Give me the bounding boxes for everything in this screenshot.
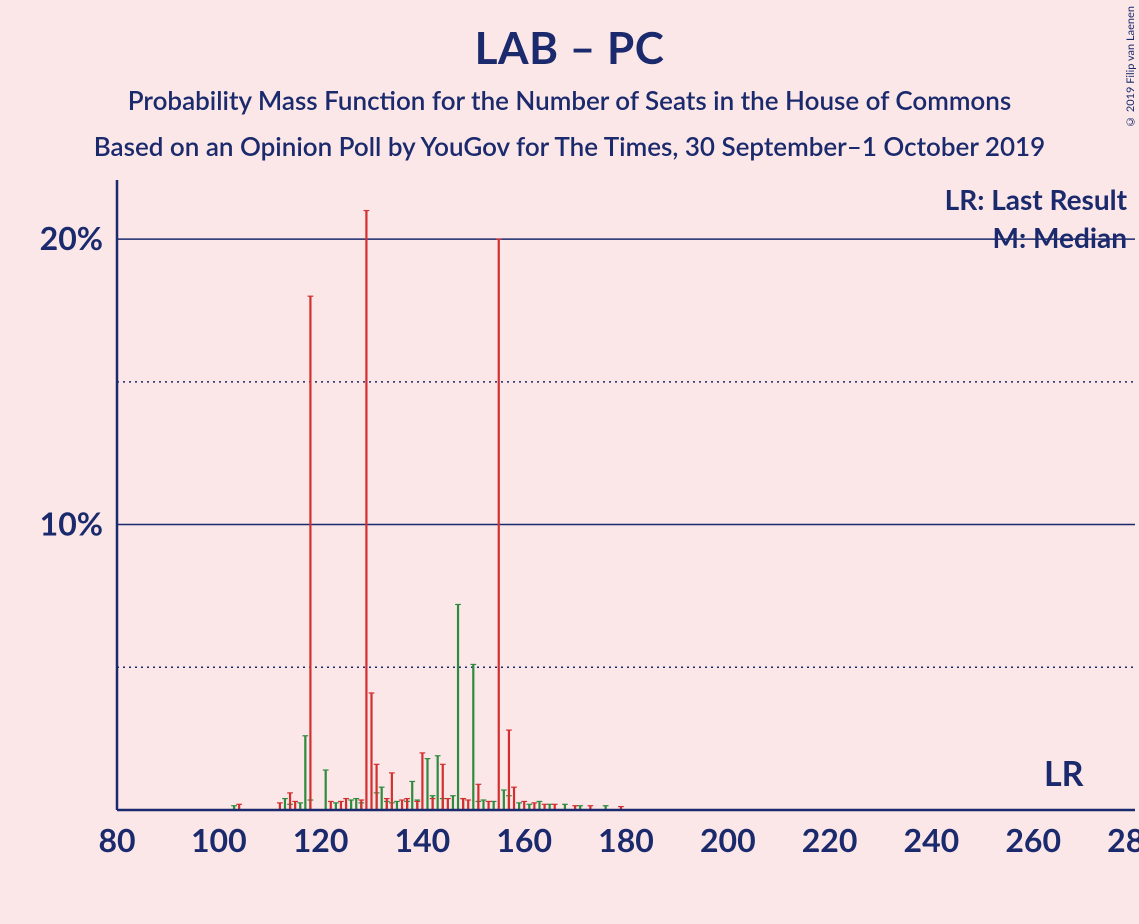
bar-red (375, 764, 377, 810)
bar-red (498, 239, 500, 810)
bar-red (401, 800, 403, 810)
legend-lr: LR: Last Result (945, 182, 1128, 216)
bar-red (340, 801, 342, 810)
bar-green (426, 759, 428, 810)
legend-group: LR: Last Result M: Median LR (945, 182, 1128, 794)
chart-subtitle-2: Based on an Opinion Poll by YouGov for T… (0, 130, 1139, 162)
bar-red (391, 773, 393, 810)
x-tick-label: 260 (1005, 820, 1061, 859)
grid-group (117, 239, 1135, 667)
bar-red (513, 787, 515, 810)
bar-red (309, 296, 311, 810)
x-tick-label: 200 (700, 820, 756, 859)
bar-green (411, 781, 413, 810)
bar-green (472, 664, 474, 810)
x-tick-label: 120 (293, 820, 349, 859)
bar-red (365, 211, 367, 810)
bar-red (447, 799, 449, 810)
bar-green (457, 604, 459, 810)
x-tick-label: 240 (904, 820, 960, 859)
x-ticks-group: 80 100 120 140 160 180 200 220 240 260 280 (98, 820, 1139, 859)
bar-red (508, 730, 510, 810)
y-tick-label: 10% (40, 504, 103, 543)
x-tick-label: 80 (98, 820, 135, 859)
bar-red (462, 799, 464, 810)
bar-green (396, 801, 398, 810)
x-tick-label: 280 (1107, 820, 1139, 859)
lr-marker: LR (1044, 753, 1084, 794)
chart-page: LAB – PC Probability Mass Function for t… (0, 0, 1139, 924)
bar-green (493, 801, 495, 810)
bar-green (355, 799, 357, 810)
bar-red (360, 800, 362, 810)
bar-green (381, 787, 383, 810)
bar-red (289, 793, 291, 810)
bar-green (482, 800, 484, 810)
bar-red (370, 693, 372, 810)
bar-red (467, 800, 469, 810)
bar-green (350, 800, 352, 810)
bar-red (416, 801, 418, 810)
y-ticks-group: 10% 20% (40, 218, 103, 542)
bar-green (284, 799, 286, 810)
axes-group (117, 180, 1135, 810)
x-tick-label: 140 (395, 820, 451, 859)
bar-red (345, 799, 347, 810)
bar-green (452, 796, 454, 810)
bar-green (325, 770, 327, 810)
y-tick-label: 20% (40, 218, 103, 257)
bar-red (421, 753, 423, 810)
bar-green (437, 756, 439, 810)
legend-m: M: Median (993, 220, 1127, 254)
bar-red (294, 801, 296, 810)
bar-green (503, 790, 505, 810)
plot-svg: 80100120140160180200220240260280 10%20% … (115, 180, 1135, 860)
chart-subtitle-1: Probability Mass Function for the Number… (0, 84, 1139, 116)
chart-title: LAB – PC (0, 22, 1139, 74)
bar-red (487, 801, 489, 810)
bar-red (431, 799, 433, 810)
bar-green (304, 736, 306, 810)
bar-red (330, 801, 332, 810)
x-tick-label: 220 (802, 820, 858, 859)
bars-group (231, 211, 624, 810)
copyright-text: © 2019 Filip van Laenen (1124, 6, 1137, 128)
bar-red (442, 764, 444, 810)
x-tick-label: 160 (496, 820, 552, 859)
bar-green (538, 801, 540, 810)
bar-red (477, 784, 479, 810)
x-tick-label: 180 (598, 820, 654, 859)
bar-red (523, 801, 525, 810)
bar-red (406, 799, 408, 810)
x-tick-label: 100 (191, 820, 247, 859)
bar-red (386, 799, 388, 810)
